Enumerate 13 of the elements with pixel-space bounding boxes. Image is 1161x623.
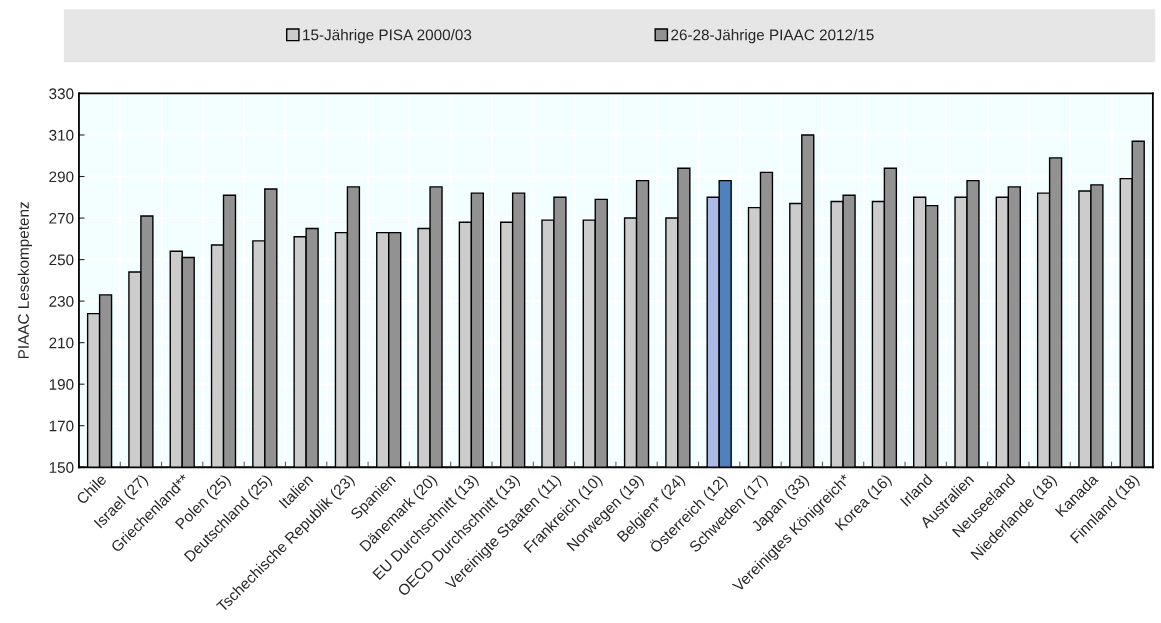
y-tick-label: 150 [49, 462, 74, 473]
y-tick-label: 290 [49, 171, 74, 183]
y-tick-label: 250 [49, 254, 74, 266]
legend-label: 26-28-Jährige PIAAC 2012/15 [671, 29, 874, 44]
y-tick-label: 170 [49, 420, 74, 432]
y-tick-label: 210 [49, 337, 74, 349]
y-tick-label: 230 [49, 295, 74, 307]
y-tick-label: 310 [49, 129, 74, 141]
legend-label: 15-Jährige PISA 2000/03 [303, 29, 472, 44]
y-tick-label: 270 [49, 212, 74, 224]
y-tick-label: 190 [49, 379, 74, 390]
y-tick-label: 330 [49, 88, 74, 100]
y-axis-title: PIAAC Lesekompetenz [17, 202, 32, 359]
